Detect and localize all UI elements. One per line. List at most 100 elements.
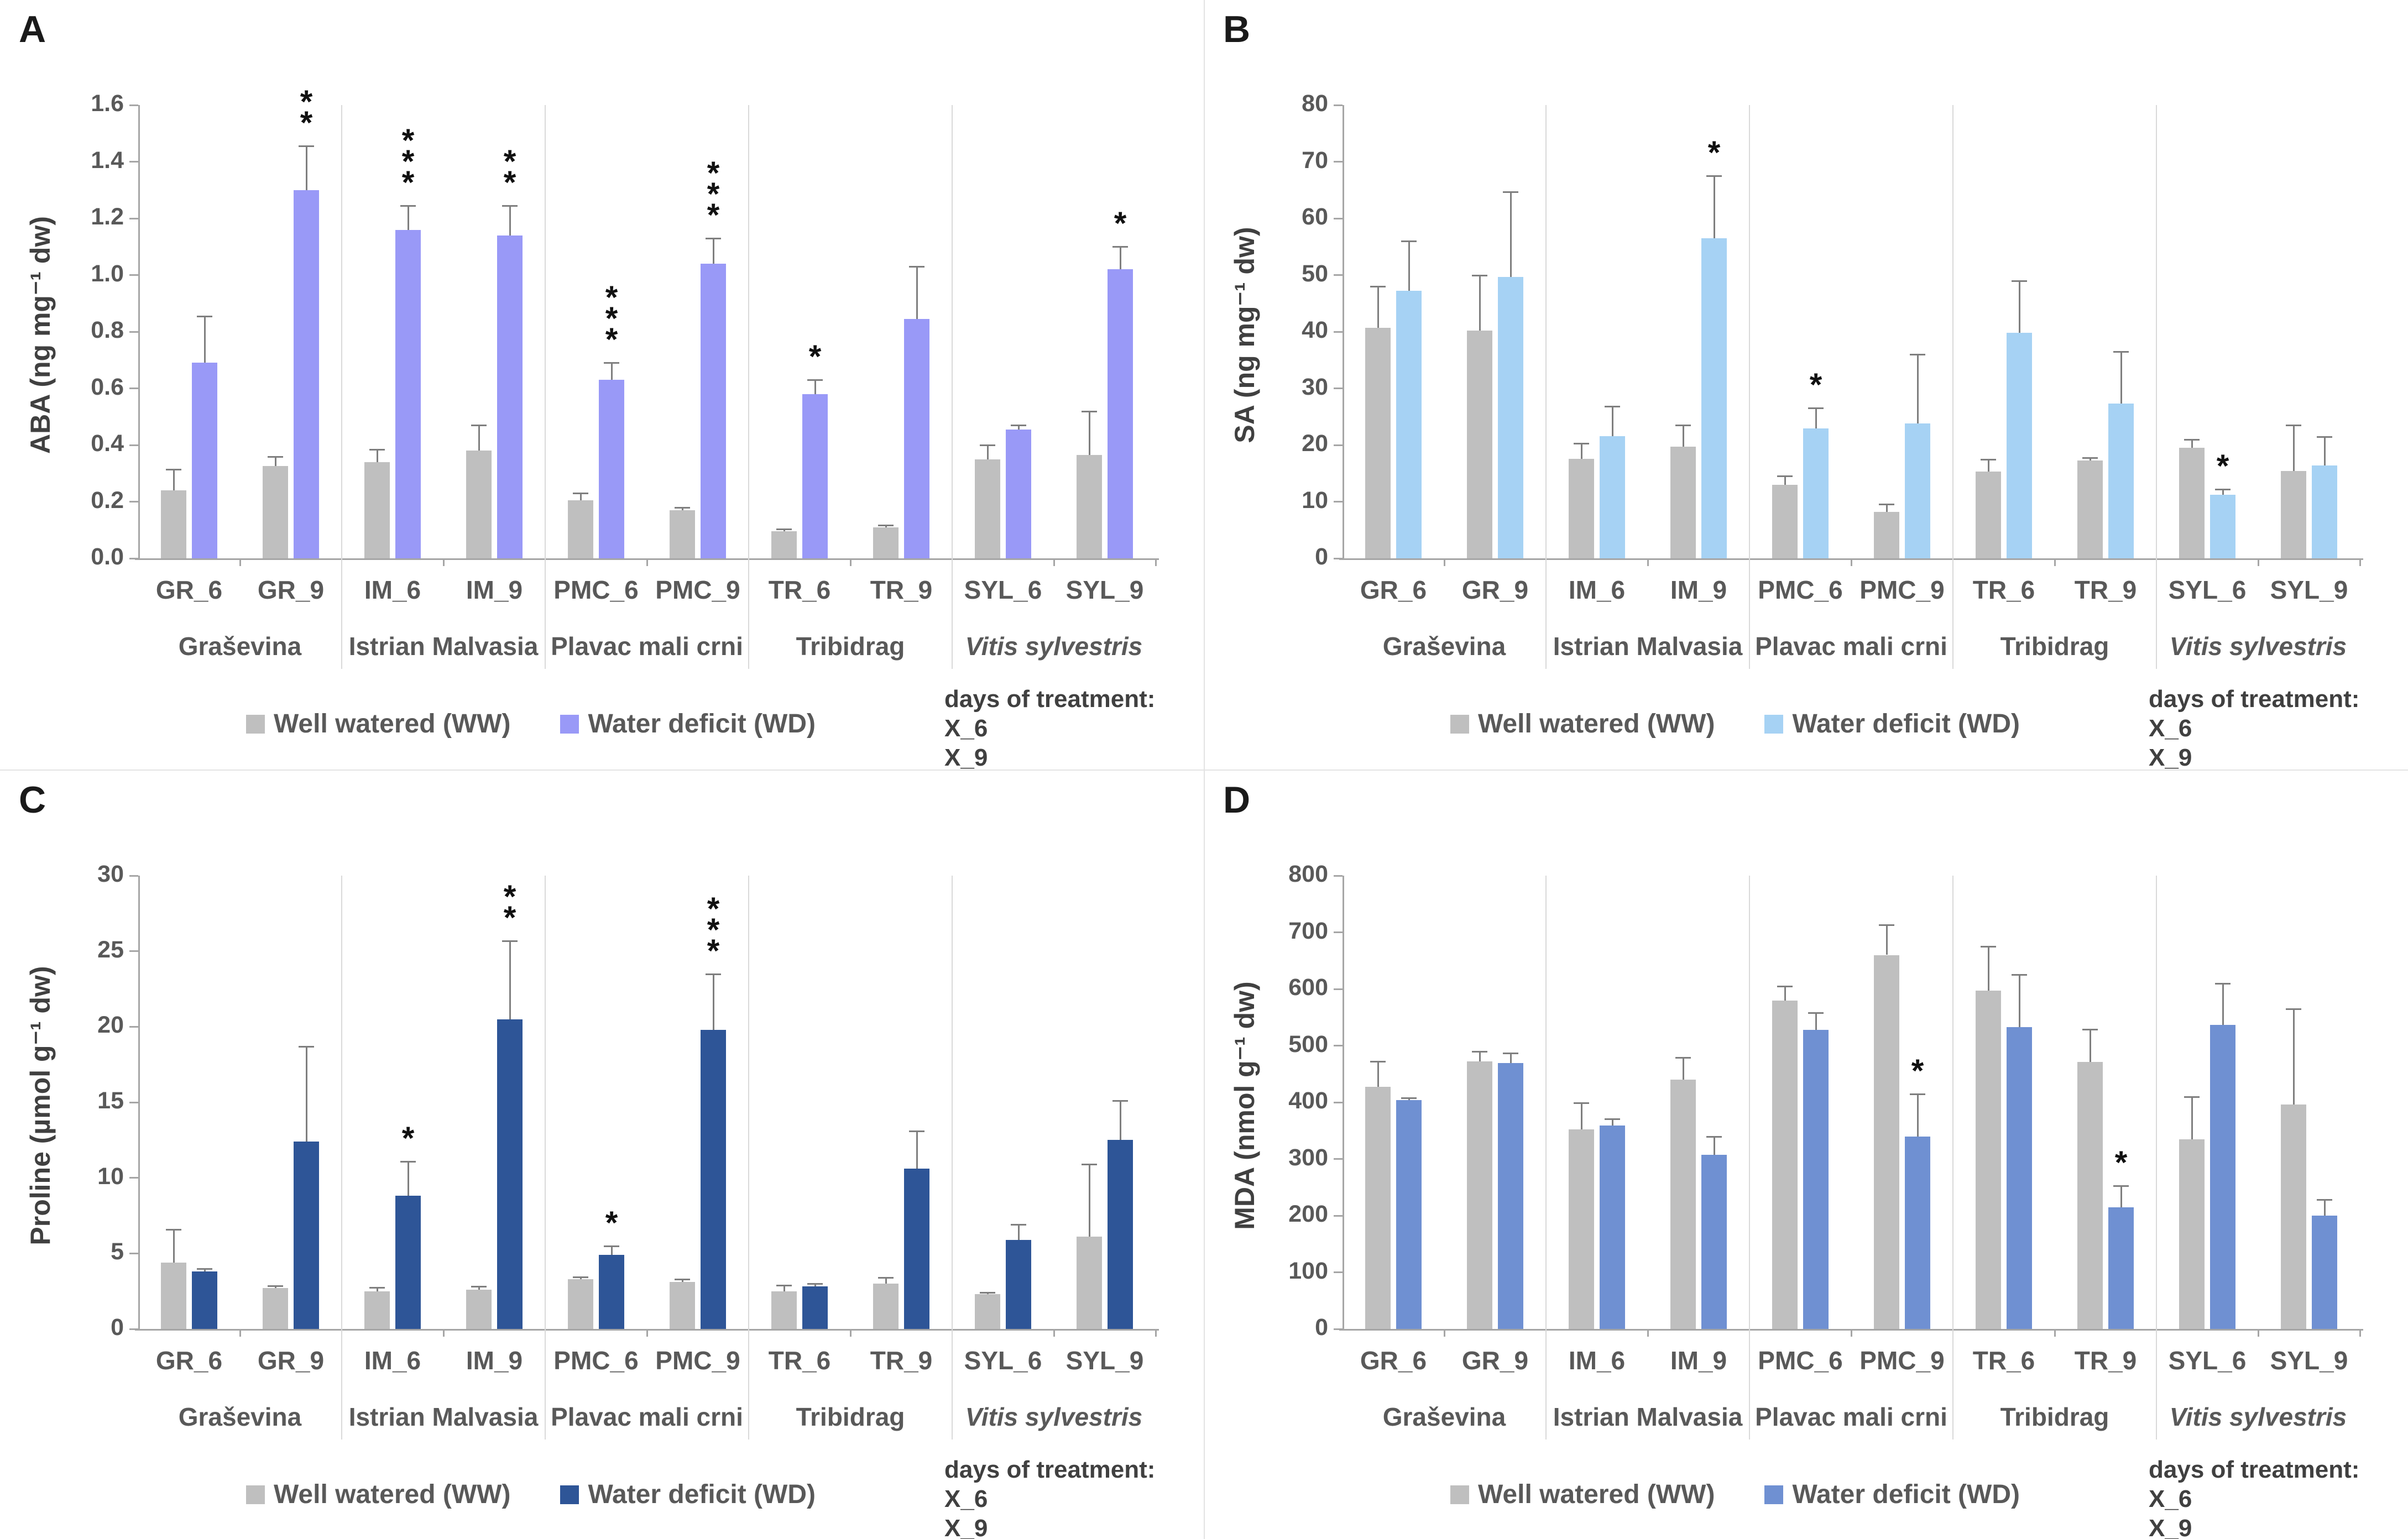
- significance-stars: * *: [503, 878, 516, 936]
- y-tick-label: 80: [1302, 90, 1328, 117]
- legend-item-wd: Water deficit (WD): [1764, 1479, 2020, 1510]
- error-bar-cap: [2317, 1199, 2332, 1201]
- y-tick-mark: [1334, 1215, 1343, 1217]
- error-bar-cap: [1808, 407, 1824, 410]
- panel-letter-b: B: [1223, 8, 1251, 50]
- bar-well-watered: [1077, 1237, 1102, 1329]
- category-label: PMC_9: [1859, 575, 1945, 604]
- baseline-tick: [443, 558, 445, 566]
- error-bar-cap: [980, 1292, 995, 1294]
- error-bar-cap: [776, 1284, 792, 1286]
- error-bar-line: [478, 425, 480, 451]
- category-label: SYL_6: [964, 1346, 1042, 1375]
- bar-water-deficit: [1600, 436, 1625, 558]
- legend-label-ww: Well watered (WW): [1477, 1480, 1715, 1509]
- y-tick-label: 25: [97, 936, 124, 963]
- significance-stars: *: [2114, 1144, 2128, 1181]
- y-tick-label: 500: [1288, 1030, 1328, 1058]
- bar-water-deficit: [1803, 1029, 1829, 1329]
- group-divider: [2156, 876, 2157, 1439]
- bar-water-deficit: [802, 394, 828, 558]
- error-bar-line: [2222, 983, 2224, 1025]
- error-bar-cap: [1401, 1097, 1417, 1099]
- group-label: Istrian Malvasia: [348, 1402, 539, 1431]
- error-bar-cap: [1910, 354, 1925, 355]
- error-bar-line: [814, 1284, 816, 1287]
- bar-water-deficit: [2312, 1216, 2337, 1329]
- bar-well-watered: [771, 1291, 797, 1329]
- error-bar-line: [1580, 443, 1582, 459]
- error-bar-line: [376, 1287, 378, 1291]
- error-bar-cap: [299, 145, 314, 148]
- error-bar-line: [1916, 1093, 1919, 1137]
- significance-stars: *: [1114, 206, 1127, 242]
- y-tick-label: 400: [1288, 1087, 1328, 1114]
- bar-well-watered: [1569, 1129, 1594, 1329]
- error-bar-cap: [1370, 286, 1386, 287]
- error-bar-line: [916, 266, 918, 319]
- error-bar-line: [478, 1286, 480, 1290]
- error-bar-cap: [268, 456, 283, 458]
- error-bar-line: [1119, 1101, 1121, 1140]
- group-divider: [2156, 105, 2157, 669]
- error-bar-line: [203, 316, 206, 363]
- error-bar-cap: [400, 1160, 416, 1163]
- bar-water-deficit: [1498, 1063, 1523, 1329]
- bar-well-watered: [568, 500, 593, 558]
- category-label: SYL_9: [2270, 575, 2348, 604]
- group-divider: [748, 105, 749, 669]
- category-label: IM_9: [466, 575, 523, 604]
- legend-label-ww: Well watered (WW): [273, 709, 511, 739]
- days-of-treatment-a: days of treatment: X_6 X_9: [944, 684, 1155, 772]
- error-bar-line: [681, 1279, 683, 1282]
- bar-well-watered: [1772, 484, 1798, 558]
- panel-d: D MDA (nmol g⁻¹ dw) 0 100 200 300 400 500 600 7…: [1204, 771, 2408, 1539]
- error-bar-cap: [369, 1286, 385, 1289]
- bar-well-watered: [1670, 447, 1696, 558]
- error-bar-line: [1408, 241, 1410, 291]
- group-divider: [1749, 876, 1750, 1439]
- error-bar-line: [1088, 1164, 1090, 1237]
- error-bar-line: [1408, 1097, 1410, 1100]
- error-bar-line: [1509, 1053, 1512, 1064]
- significance-stars: *: [1911, 1053, 1924, 1089]
- group-divider: [545, 876, 546, 1439]
- error-bar-line: [407, 1161, 409, 1196]
- error-bar-line: [1377, 286, 1379, 328]
- plot-area-c: 0 5 10 15 20 25 30 GR_6 GR_9 * IM_6 * * IM_9 * PMC_6 * …: [97, 861, 1159, 1439]
- y-tick-mark: [129, 1328, 138, 1330]
- y-tick-label: 0.4: [91, 430, 124, 457]
- error-bar-line: [916, 1130, 918, 1169]
- significance-stars: *: [2216, 448, 2229, 484]
- group-label: Graševina: [1382, 1402, 1506, 1431]
- y-tick-mark: [129, 388, 138, 389]
- y-tick-label: 40: [1302, 317, 1328, 343]
- bar-water-deficit: [1108, 269, 1133, 558]
- days-line-x9: X_9: [944, 744, 988, 771]
- error-bar-line: [305, 1046, 307, 1142]
- category-label: SYL_9: [2270, 1346, 2348, 1375]
- bar-well-watered: [161, 1262, 186, 1329]
- bar-well-watered: [466, 451, 492, 558]
- bar-water-deficit: [1006, 1239, 1031, 1329]
- group-divider: [341, 876, 342, 1439]
- bar-well-watered: [771, 531, 797, 558]
- legend-item-ww: Well watered (WW): [1450, 709, 1715, 739]
- bar-well-watered: [263, 466, 288, 558]
- y-tick-mark: [129, 1177, 138, 1179]
- baseline-tick: [239, 558, 241, 566]
- bar-water-deficit: [294, 1142, 319, 1329]
- bar-water-deficit: [2108, 404, 2134, 558]
- baseline-tick: [850, 1329, 852, 1337]
- group-label: Tribidrag: [796, 1402, 905, 1431]
- y-tick-mark: [1334, 1045, 1343, 1046]
- bar-well-watered: [2179, 448, 2205, 558]
- error-bar-line: [1017, 1224, 1020, 1240]
- y-tick-label: 800: [1288, 861, 1328, 887]
- legend-label-wd: Water deficit (WD): [588, 709, 816, 739]
- category-label: PMC_6: [1758, 1346, 1843, 1375]
- days-title: days of treatment:: [944, 1456, 1156, 1483]
- category-label: GR_6: [155, 1346, 223, 1375]
- error-bar-line: [1509, 191, 1512, 277]
- error-bar-cap: [2286, 1008, 2301, 1010]
